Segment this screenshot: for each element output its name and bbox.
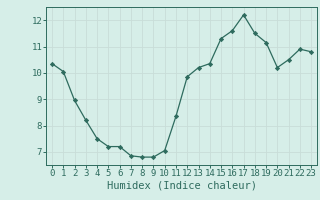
X-axis label: Humidex (Indice chaleur): Humidex (Indice chaleur) (107, 181, 257, 191)
